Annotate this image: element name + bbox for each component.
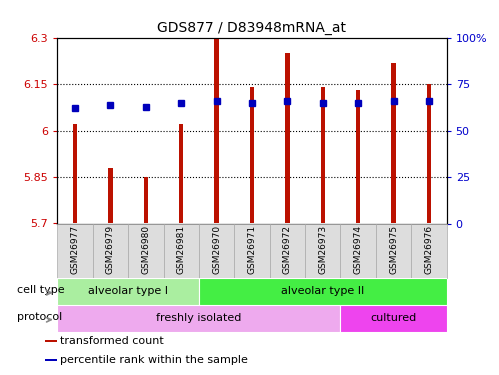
Text: cell type: cell type [17,285,65,295]
Bar [340,224,376,278]
Bar [144,177,148,224]
Bar [57,305,340,332]
Text: GSM26976: GSM26976 [425,225,434,274]
Text: alveolar type II: alveolar type II [281,286,364,296]
Bar [411,224,447,278]
Bar [57,224,93,278]
Bar [391,63,396,223]
Bar [269,224,305,278]
Text: GSM26974: GSM26974 [354,225,363,274]
Bar [128,224,164,278]
Bar [285,53,289,223]
Text: GSM26973: GSM26973 [318,225,327,274]
Bar [199,224,235,278]
Bar [321,87,325,224]
Text: GSM26970: GSM26970 [212,225,221,274]
Bar [108,168,113,224]
Bar [45,359,57,361]
Bar [93,224,128,278]
Text: transformed count: transformed count [60,336,163,346]
Text: GSM26972: GSM26972 [283,225,292,274]
Bar [305,224,340,278]
Text: alveolar type I: alveolar type I [88,286,168,296]
Bar [376,224,411,278]
Bar [45,340,57,342]
Bar [199,278,447,305]
Bar [73,124,77,224]
Bar [179,124,183,224]
Bar [250,87,254,224]
Text: GSM26979: GSM26979 [106,225,115,274]
Bar [235,224,269,278]
Bar [215,38,219,224]
Text: protocol: protocol [17,312,62,322]
Bar [57,278,199,305]
Text: GSM26977: GSM26977 [70,225,79,274]
Bar [340,305,447,332]
Text: GSM26981: GSM26981 [177,225,186,274]
Text: GSM26971: GSM26971 [248,225,256,274]
Text: GSM26975: GSM26975 [389,225,398,274]
Text: cultured: cultured [370,314,417,323]
Bar [164,224,199,278]
Text: freshly isolated: freshly isolated [156,314,242,323]
Text: percentile rank within the sample: percentile rank within the sample [60,355,248,365]
Title: GDS877 / D83948mRNA_at: GDS877 / D83948mRNA_at [158,21,346,36]
Text: GSM26980: GSM26980 [141,225,150,274]
Bar [356,90,360,224]
Bar [427,84,431,224]
